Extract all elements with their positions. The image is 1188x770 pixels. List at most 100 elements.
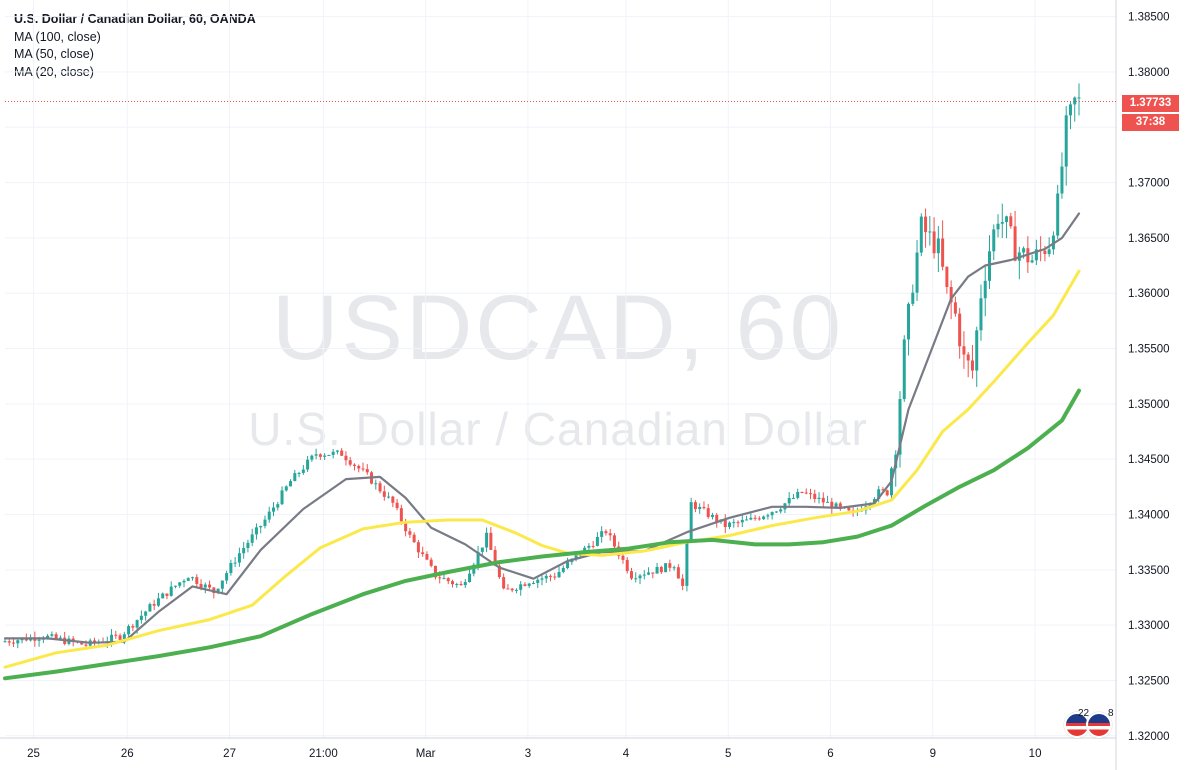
candle (783, 502, 787, 514)
candle (327, 454, 331, 456)
x-tick-label: 21:00 (309, 748, 338, 760)
candle (826, 495, 830, 503)
candle (723, 514, 727, 534)
candle (553, 572, 557, 580)
ma100-line[interactable] (3, 388, 1081, 681)
candle (796, 488, 800, 500)
event-count: 22 (1078, 708, 1090, 719)
candle (263, 515, 267, 529)
candle (1068, 102, 1072, 130)
candle (813, 489, 817, 503)
candle (975, 326, 979, 387)
candle (306, 455, 310, 472)
candle (318, 453, 322, 460)
candle (924, 208, 928, 248)
candle (139, 610, 143, 624)
candle (1013, 210, 1017, 262)
y-tick-label: 1.37000 (1128, 178, 1170, 190)
legend-ma100[interactable]: MA (100, close) (14, 29, 101, 44)
candle (1064, 106, 1068, 186)
candle (1000, 203, 1004, 239)
candle (425, 551, 429, 561)
candle (212, 587, 216, 599)
candle (297, 471, 301, 478)
x-tick-label: 6 (827, 748, 833, 760)
candle (165, 593, 169, 600)
candle (693, 500, 697, 513)
candle (527, 582, 531, 588)
candle (514, 588, 518, 594)
candle (732, 518, 736, 528)
x-tick-label: 27 (223, 748, 236, 760)
candle (284, 485, 288, 492)
candle (728, 521, 732, 530)
candle (156, 592, 160, 608)
candle (919, 213, 923, 257)
candle (561, 565, 565, 574)
x-tick-label: Mar (416, 748, 436, 760)
candle (459, 580, 463, 586)
candle (186, 577, 190, 581)
candle (331, 448, 335, 459)
candle (242, 542, 246, 559)
candles (3, 83, 1081, 650)
candle (421, 546, 425, 557)
candle (519, 581, 523, 596)
candle (357, 464, 361, 473)
candle (766, 513, 770, 520)
candle (485, 527, 489, 553)
candle (736, 520, 740, 528)
candle (958, 307, 962, 359)
candle (621, 553, 625, 564)
y-tick-label: 1.35000 (1128, 399, 1170, 411)
candle (416, 539, 420, 559)
x-tick-label: 26 (121, 748, 134, 760)
candle (1060, 152, 1064, 199)
candle (442, 574, 446, 580)
candle (497, 563, 501, 579)
y-tick-label: 1.38000 (1128, 67, 1170, 79)
candle (280, 486, 284, 506)
candle (988, 235, 991, 290)
candle (208, 580, 212, 590)
us-flag-icon[interactable] (1086, 712, 1112, 738)
x-tick-label: 10 (1029, 748, 1042, 760)
candle (429, 557, 433, 568)
candle (455, 582, 459, 588)
countdown-label: 37:38 (1122, 114, 1179, 131)
candle (391, 495, 395, 508)
candle (365, 464, 369, 475)
candle (114, 630, 118, 639)
economic-events[interactable]: 22 8 (1064, 708, 1116, 738)
candle (169, 581, 173, 597)
candle (203, 582, 207, 594)
y-tick-label: 1.33000 (1128, 620, 1170, 632)
candle (787, 492, 791, 506)
candle (502, 573, 506, 590)
candle (246, 539, 250, 553)
y-tick-label: 1.35500 (1128, 344, 1170, 356)
candle (131, 623, 135, 632)
candle (225, 570, 229, 584)
candle (340, 448, 344, 456)
y-tick-label: 1.34500 (1128, 454, 1170, 466)
candle (664, 563, 668, 573)
candle (536, 577, 540, 589)
candle (600, 526, 604, 543)
candle (352, 463, 356, 471)
candle (1017, 246, 1021, 280)
candle (928, 215, 932, 246)
candle (50, 631, 54, 638)
candle (655, 562, 659, 574)
x-tick-label: 25 (27, 748, 40, 760)
candle (237, 547, 241, 567)
x-tick-label: 4 (623, 748, 630, 760)
ma50-line[interactable] (3, 269, 1081, 669)
candle (148, 602, 152, 612)
candle (220, 580, 224, 593)
candle (229, 559, 233, 576)
candle (233, 557, 237, 568)
candle (408, 527, 412, 539)
candle (821, 492, 825, 507)
